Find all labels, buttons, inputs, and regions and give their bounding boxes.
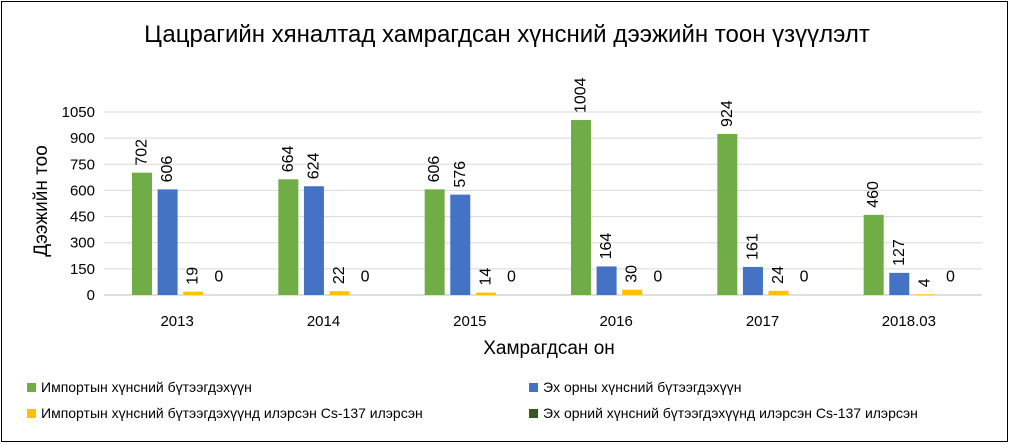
grid-lines — [104, 111, 982, 296]
x-tick-label: 2017 — [746, 313, 779, 330]
y-tick-label: 750 — [70, 156, 95, 173]
legend-label: Эх орны хүнсний бүтээгдэхүүн — [543, 379, 741, 395]
x-axis-title: Хамрагдсан он — [483, 338, 615, 359]
data-label: 164 — [598, 233, 615, 260]
bar — [329, 291, 350, 295]
data-label: 19 — [185, 267, 202, 285]
data-label: 22 — [331, 266, 348, 284]
legend-swatch — [27, 409, 36, 418]
data-label: 606 — [159, 156, 176, 183]
data-label: 460 — [865, 181, 882, 208]
bars — [132, 120, 935, 295]
y-tick-label: 600 — [70, 182, 95, 199]
bar — [914, 294, 935, 295]
bar — [889, 272, 910, 295]
y-tick-label: 300 — [70, 235, 95, 252]
bar — [132, 172, 152, 295]
bar — [183, 291, 204, 295]
legend-swatch — [529, 409, 538, 418]
data-label: 4 — [916, 278, 933, 287]
data-label: 0 — [507, 269, 516, 286]
y-tick-label: 150 — [70, 261, 95, 278]
y-axis-ticks: 0 150 300 450 600 750 900 1050 — [62, 104, 95, 304]
chart-title: Цацрагийн хяналтад хамрагдсан хүнсний дэ… — [144, 21, 870, 48]
x-tick-label: 2014 — [307, 313, 340, 330]
x-axis-ticks: 2013 2014 2015 2016 2017 2018.03 — [160, 313, 935, 330]
data-label: 14 — [477, 268, 494, 286]
bar — [475, 292, 496, 295]
x-tick-label: 2016 — [599, 313, 632, 330]
data-label: 0 — [653, 269, 662, 286]
x-tick-label: 2018.03 — [882, 313, 936, 330]
data-label: 127 — [891, 239, 908, 266]
bar — [622, 289, 643, 295]
data-label: 0 — [946, 269, 955, 286]
legend: Импортын хүнсний бүтээгдэхүүн Эх орны хүн… — [27, 379, 918, 421]
bar — [596, 266, 617, 295]
data-label: 1004 — [573, 77, 590, 113]
y-axis-title: Дээжийн тоо — [31, 145, 52, 257]
legend-swatch — [529, 383, 538, 392]
bar — [863, 214, 884, 295]
bar — [571, 120, 591, 295]
data-label: 0 — [800, 269, 809, 286]
bar — [450, 194, 471, 295]
data-label: 161 — [744, 233, 761, 260]
y-tick-label: 0 — [87, 287, 95, 304]
data-label: 30 — [624, 265, 641, 283]
bar — [424, 189, 445, 295]
legend-label: Эх орний хүнсний бүтээгдэхүүнд илэрсэн C… — [543, 405, 918, 421]
data-label: 0 — [361, 269, 370, 286]
bar — [742, 266, 763, 295]
x-tick-label: 2013 — [160, 313, 193, 330]
legend-label: Импортын хүнсний бүтээгдэхүүн — [41, 379, 252, 395]
bar — [768, 290, 789, 295]
data-label: 924 — [719, 100, 736, 127]
legend-label: Импортын хүнсний бүтээгдэхүүнд илэрсэн C… — [41, 405, 423, 421]
bar — [157, 189, 178, 295]
y-tick-label: 450 — [70, 209, 95, 226]
data-label: 664 — [280, 145, 297, 172]
legend-swatch — [27, 383, 36, 392]
bar — [278, 179, 299, 295]
data-label: 0 — [214, 269, 223, 286]
data-label: 702 — [134, 139, 151, 166]
x-tick-label: 2015 — [453, 313, 486, 330]
bar — [717, 133, 738, 295]
data-label: 576 — [452, 161, 469, 188]
data-label: 624 — [305, 152, 322, 179]
data-label: 606 — [426, 156, 443, 183]
data-label: 24 — [770, 266, 787, 284]
bar — [303, 186, 324, 295]
y-tick-label: 1050 — [62, 104, 95, 121]
y-tick-label: 900 — [70, 130, 95, 147]
data-labels: 702 606 19 0 664 624 22 0 606 576 14 0 1004 164 30 0 924… — [134, 77, 956, 287]
